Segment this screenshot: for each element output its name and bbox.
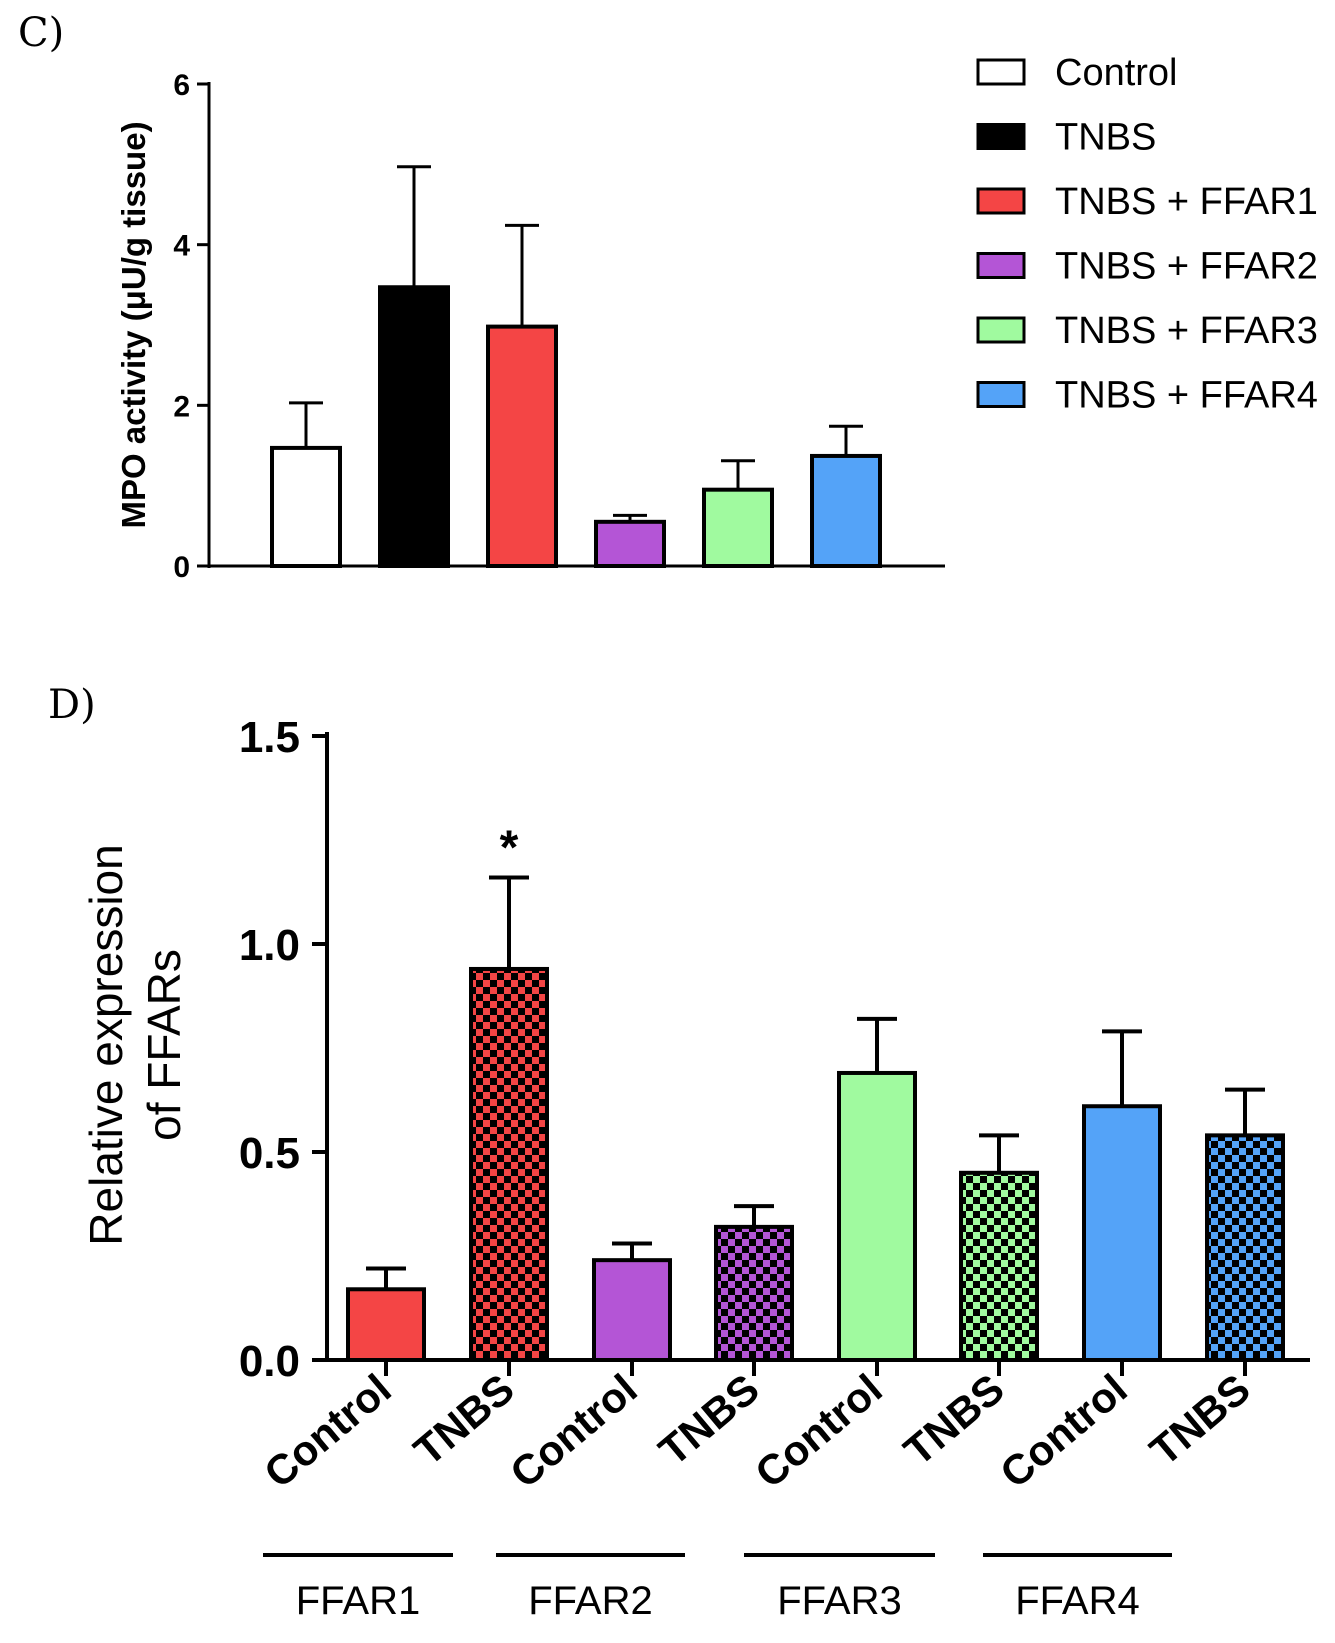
legend-label: TNBS	[1055, 117, 1156, 159]
panel-c-bar	[486, 324, 558, 568]
legend-label: TNBS + FFAR3	[1055, 310, 1318, 352]
panel-d-y-tick-label: 0.0	[239, 1337, 300, 1386]
panel-d-label: D)	[48, 682, 96, 728]
panel-d-x-tick-label: Control	[501, 1365, 646, 1497]
group-label: FFAR3	[777, 1579, 901, 1623]
panel-d-y-axis-label-line2: of FFARs	[138, 949, 190, 1141]
panel-d-bar	[1205, 1133, 1285, 1362]
panel-d-bar	[959, 1170, 1039, 1363]
panel-c-bar	[594, 519, 666, 568]
legend-swatch	[976, 381, 1026, 408]
panel-d-x-tick-label: Control	[991, 1365, 1136, 1497]
panel-d-bar	[346, 1287, 426, 1363]
panel-c-bar	[702, 487, 774, 568]
panel-c-bar	[378, 285, 450, 568]
panel-d-bar	[469, 966, 549, 1363]
group-label: FFAR4	[1015, 1579, 1139, 1623]
legend-label: TNBS + FFAR1	[1055, 181, 1318, 223]
panel-c-y-axis-label: MPO activity (μU/g tissue)	[115, 121, 152, 528]
legend-label: Control	[1055, 52, 1178, 94]
panel-d-x-tick-label: TNBS	[1141, 1365, 1259, 1475]
group-label: FFAR1	[296, 1579, 420, 1623]
panel-d-x-tick-label: Control	[746, 1365, 891, 1497]
panel-c-bar	[810, 453, 882, 568]
panel-c-chart: C) 0 2 4 6 MPO activity (μU/g tissue) Contr…	[18, 10, 1318, 584]
legend-label: TNBS + FFAR2	[1055, 246, 1318, 288]
panel-c-label: C)	[18, 10, 64, 56]
significance-marker: *	[500, 821, 519, 874]
panel-c-y-tick-label: 4	[173, 230, 190, 263]
legend-swatch	[976, 316, 1026, 344]
panel-d-y-axis-label-line1: Relative expression	[80, 844, 132, 1245]
panel-d-bar	[1082, 1104, 1162, 1362]
legend-swatch	[976, 187, 1026, 215]
panel-d-y-tick-label: 1.0	[239, 921, 300, 970]
panel-c-bar	[270, 445, 342, 568]
panel-d-bar	[714, 1224, 794, 1362]
panel-c-y-tick-label: 6	[173, 69, 190, 102]
legend-swatch	[976, 58, 1026, 86]
panel-d-y-tick-label: 1.5	[239, 713, 300, 762]
panel-c-y-tick-label: 2	[173, 390, 190, 423]
legend-swatch	[976, 123, 1026, 150]
group-label: FFAR2	[528, 1579, 652, 1623]
panel-d-bar	[837, 1070, 917, 1362]
panel-d-y-tick-label: 0.5	[239, 1129, 300, 1178]
panel-c-y-tick-label: 0	[173, 551, 190, 584]
panel-d-bar	[592, 1258, 672, 1363]
legend-swatch	[976, 252, 1026, 279]
panel-c-legend: Control TNBS TNBS + FFAR1 TNBS + FFAR2 TNBS …	[976, 52, 1318, 417]
panel-d-chart: D) 0.0 0.5 1.0 1.5 Relative expression of F…	[48, 682, 1310, 1623]
legend-label: TNBS + FFAR4	[1055, 375, 1318, 417]
